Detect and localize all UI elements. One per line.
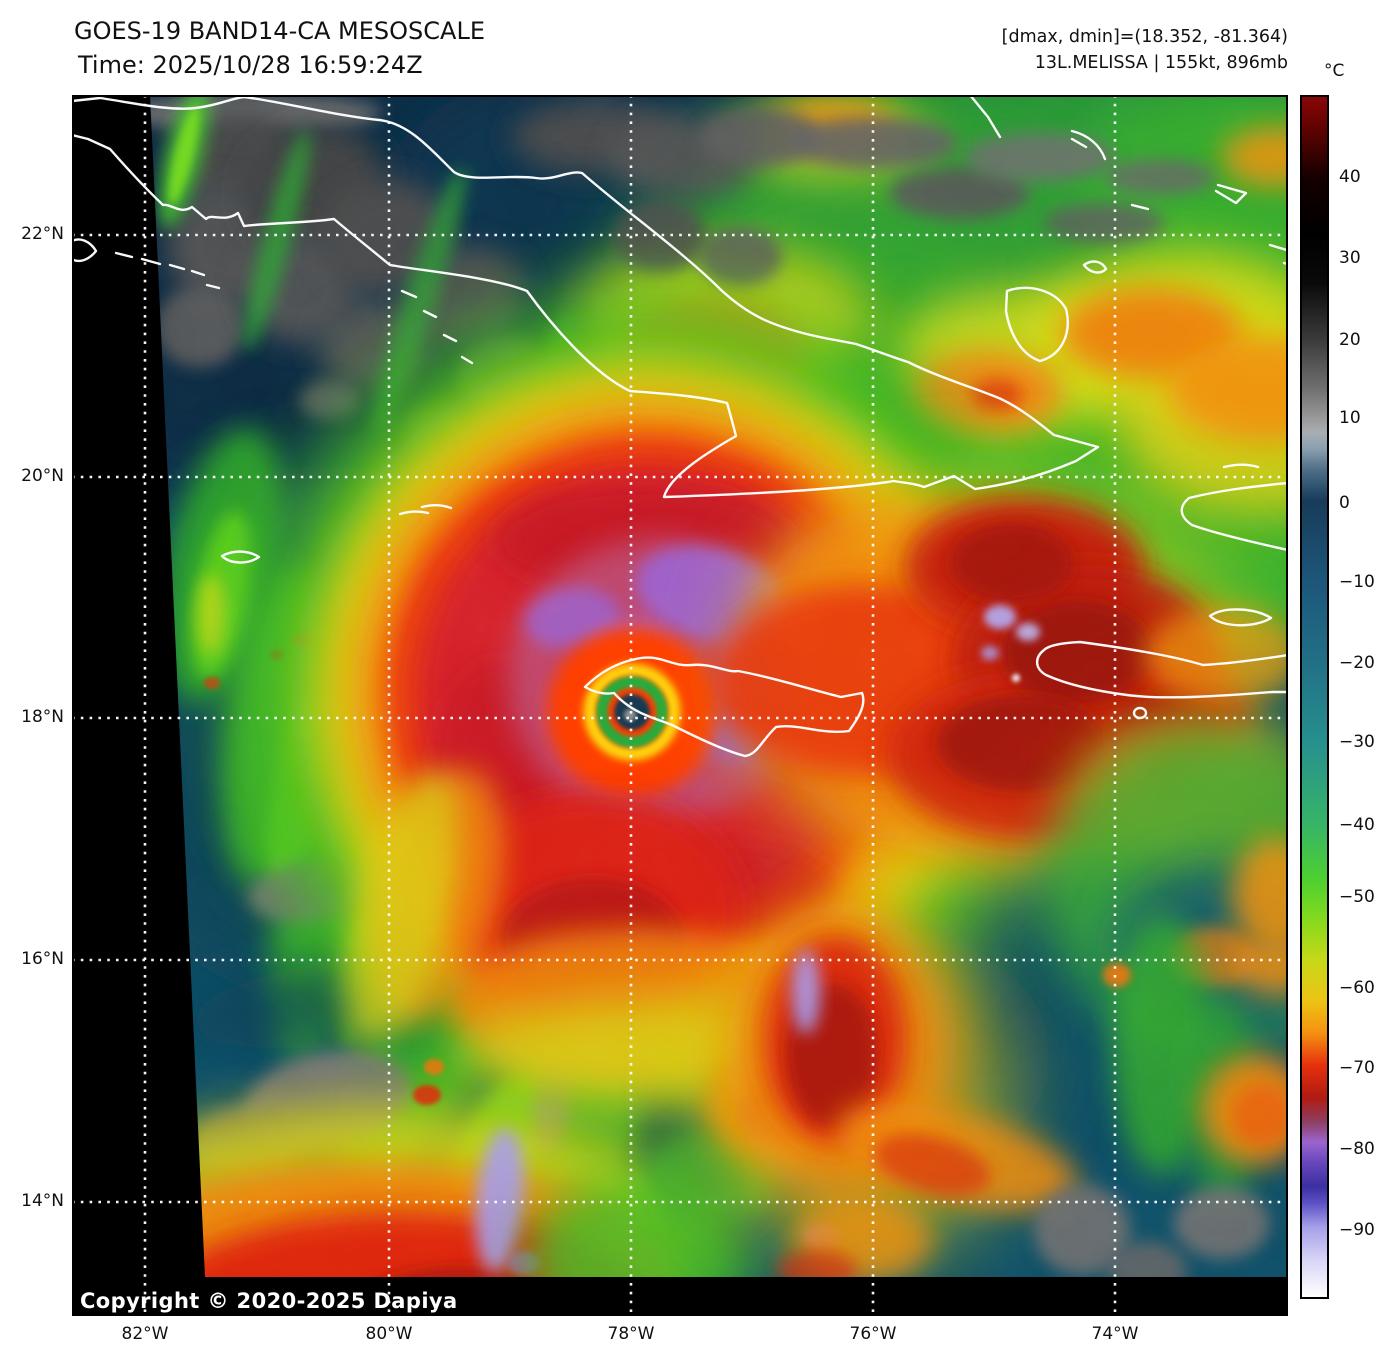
ir-imagery — [150, 95, 1288, 1277]
colorbar-tick-label: −70 — [1339, 1058, 1375, 1078]
y-axis-tick-label: 20°N — [21, 466, 64, 486]
x-axis-tick-label: 80°W — [365, 1324, 413, 1344]
copyright-label: Copyright © 2020-2025 Dapiya — [80, 1289, 458, 1313]
dmax-dmin-label: [dmax, dmin]=(18.352, -81.364) — [1001, 27, 1288, 47]
coastline-cuba — [72, 95, 1100, 499]
colorbar-tick-label: 20 — [1339, 330, 1361, 350]
colorbar-tick-label: −30 — [1339, 732, 1375, 752]
colorbar-tick-label: −10 — [1339, 572, 1375, 592]
colorbar-tick-label: 40 — [1339, 167, 1361, 187]
y-axis-tick-label: 14°N — [21, 1191, 64, 1211]
x-axis-tick-label: 76°W — [849, 1324, 897, 1344]
y-axis-tick-label: 16°N — [21, 949, 64, 969]
y-axis-tick-label: 22°N — [21, 224, 64, 244]
page-title: GOES-19 BAND14-CA MESOSCALE — [74, 17, 485, 45]
colorbar-unit-label: °C — [1324, 61, 1345, 81]
island-great-inagua — [1004, 286, 1069, 363]
colorbar-gradient — [1302, 97, 1327, 1297]
islands-bahamas — [968, 95, 1288, 274]
islands-cayman — [220, 504, 453, 564]
colorbar-tick-label: 30 — [1339, 248, 1361, 268]
coastline-hispaniola-south — [1035, 640, 1288, 699]
time-label: Time: 2025/10/28 16:59:24Z — [78, 51, 423, 79]
satellite-map — [72, 95, 1288, 1316]
islands-canarreos — [72, 238, 221, 290]
y-axis-tick-label: 18°N — [21, 707, 64, 727]
colorbar-tick-label: −40 — [1339, 815, 1375, 835]
islands-jardines — [400, 289, 474, 365]
coastline-jamaica — [583, 656, 865, 758]
coastlines — [72, 95, 1288, 758]
plot-frame — [72, 95, 1288, 1316]
colorbar-tick-label: −60 — [1339, 978, 1375, 998]
colorbar — [1300, 95, 1329, 1299]
x-axis-tick-label: 78°W — [607, 1324, 655, 1344]
island-gonave — [1132, 608, 1273, 720]
coastline-hispaniola-north — [1180, 463, 1288, 552]
colorbar-tick-label: 0 — [1339, 493, 1350, 513]
x-axis-tick-label: 82°W — [121, 1324, 169, 1344]
colorbar-tick-label: −90 — [1339, 1220, 1375, 1240]
satellite-scene — [72, 95, 1288, 1316]
colorbar-tick-label: −20 — [1339, 653, 1375, 673]
storm-info-label: 13L.MELISSA | 155kt, 896mb — [1034, 53, 1288, 73]
colorbar-tick-label: 10 — [1339, 408, 1361, 428]
x-axis-tick-label: 74°W — [1091, 1324, 1139, 1344]
colorbar-tick-label: −50 — [1339, 887, 1375, 907]
colorbar-tick-label: −80 — [1339, 1139, 1375, 1159]
graticule-gridlines — [72, 95, 1288, 1316]
